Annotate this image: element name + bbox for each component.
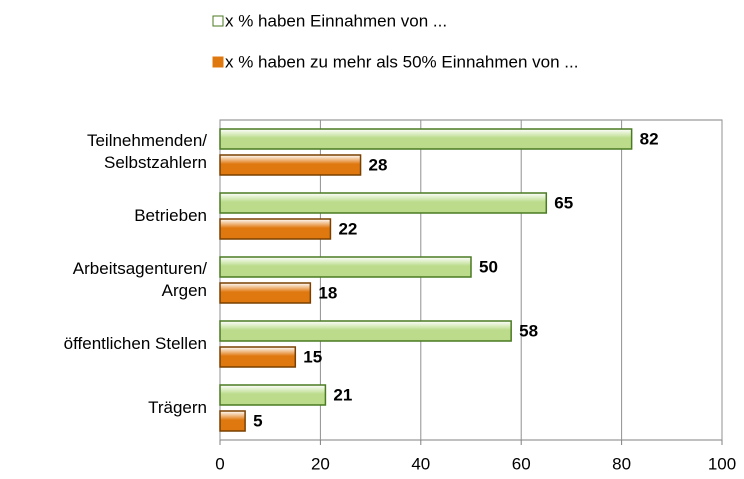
value-label: 82 <box>640 129 659 148</box>
bar <box>219 384 327 406</box>
bar <box>219 282 312 304</box>
x-tick-label: 60 <box>512 454 531 473</box>
bar <box>219 154 362 176</box>
bar <box>219 218 332 240</box>
x-tick-label: 100 <box>708 454 736 473</box>
value-label: 21 <box>333 385 352 404</box>
category-label: Arbeitsagenturen/ Argen <box>72 259 207 300</box>
value-label: 50 <box>479 257 498 276</box>
x-tick-label: 0 <box>215 454 224 473</box>
bar <box>219 410 246 432</box>
x-tick-label: 40 <box>411 454 430 473</box>
category-label: Betrieben <box>134 206 207 225</box>
legend-marker <box>212 15 224 27</box>
value-label: 28 <box>369 155 388 174</box>
x-tick-label: 20 <box>311 454 330 473</box>
value-label: 5 <box>253 411 262 430</box>
value-label: 58 <box>519 321 538 340</box>
category-label: öffentlichen Stellen <box>63 334 207 353</box>
category-label: Trägern <box>148 398 207 417</box>
bar <box>219 192 548 214</box>
category-label: Teilnehmenden/ Selbstzahlern <box>86 131 207 172</box>
bar <box>219 128 633 150</box>
legend-label: x % haben Einnahmen von ... <box>225 11 447 30</box>
x-tick-label: 80 <box>612 454 631 473</box>
value-label: 22 <box>338 219 357 238</box>
bar <box>219 256 472 278</box>
bar <box>219 346 297 368</box>
value-label: 15 <box>303 347 322 366</box>
value-label: 65 <box>554 193 573 212</box>
legend-label: x % haben zu mehr als 50% Einnahmen von … <box>225 52 578 71</box>
bar <box>219 320 512 342</box>
value-label: 18 <box>318 283 337 302</box>
legend-marker <box>212 56 224 68</box>
